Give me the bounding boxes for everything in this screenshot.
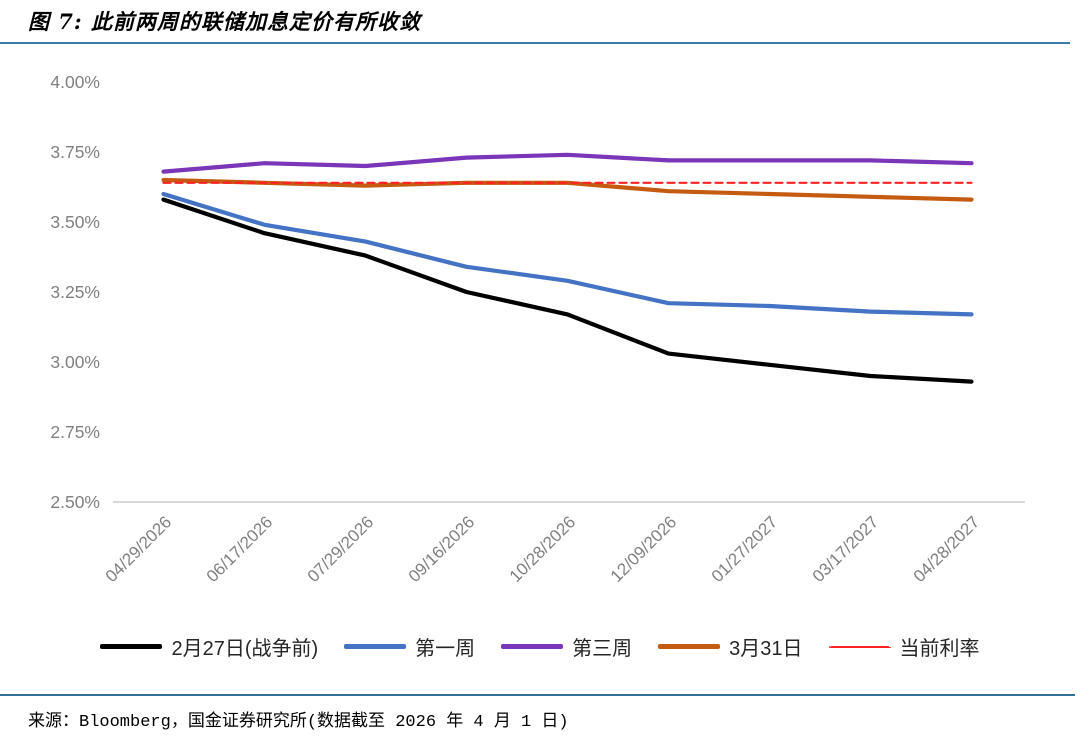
y-axis-label: 4.00% [50,72,100,92]
x-axis-label: 03/17/2027 [809,512,883,586]
chart-title: 图 7: 此前两周的联储加息定价有所收敛 [28,9,421,34]
legend-label: 第三周 [572,638,633,660]
series-line-solid [161,152,974,174]
x-axis-label: 06/17/2026 [203,512,277,586]
series-line-solid [161,191,974,317]
legend-item-feb27: 2月27日(战争前) [100,632,318,661]
x-axis-label: 12/09/2026 [607,512,681,586]
legend-line-blue [344,644,407,649]
x-axis-label: 01/27/2027 [708,512,782,586]
legend-item-current-rate: 当前利率 [828,632,980,661]
legend-line-purple [501,644,564,649]
legend-label: 第一周 [415,638,476,660]
series-line-solid [161,197,974,384]
y-axis-label: 3.25% [50,282,100,302]
x-axis-label: 09/16/2026 [405,512,479,586]
title-divider-line [0,42,1070,44]
x-axis-label: 07/29/2026 [304,512,378,586]
legend-label: 2月27日(战争前) [171,638,319,660]
x-axis-label: 10/28/2026 [506,512,580,586]
y-axis-label: 3.50% [50,212,100,232]
legend-item-week3: 第三周 [501,632,632,661]
legend-line-red-dashed [828,645,891,648]
line-chart: 4.00% 3.75% 3.50% 3.25% 3.00% 2.75% 2.50% 04/29… [0,50,1080,630]
y-axis-label: 2.50% [50,492,100,512]
footer-divider-line [0,694,1075,696]
legend-item-week1: 第一周 [344,632,475,661]
source-note: 来源：Bloomberg，国金证券研究所(数据截至 2026 年 4 月 1 日… [28,713,569,732]
legend-line-black [100,644,163,649]
legend-label: 3月31日 [729,638,803,660]
y-axis-label: 3.75% [50,142,100,162]
legend-line-orange [658,644,721,649]
legend-item-mar31: 3月31日 [658,632,803,661]
chart-canvas: 4.00% 3.75% 3.50% 3.25% 3.00% 2.75% 2.50%04/29… [50,72,1025,586]
x-axis-label: 04/28/2027 [910,512,984,586]
x-axis-label: 04/29/2026 [102,512,176,586]
y-axis-label: 2.75% [50,422,100,442]
chart-legend: 2月27日(战争前) 第一周 第三周 3月31日 当前利率 [0,632,1080,661]
y-axis-label: 3.00% [50,352,100,372]
legend-label: 当前利率 [899,638,980,660]
